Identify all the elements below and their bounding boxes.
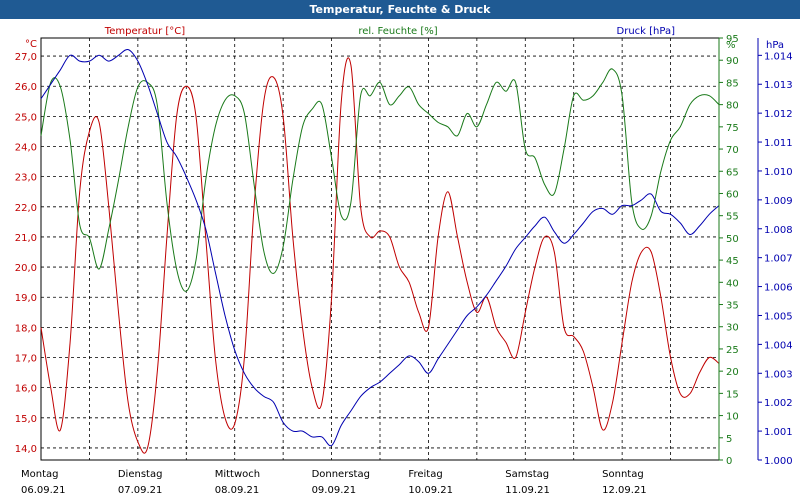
hum-tick-label: 0 — [726, 456, 732, 467]
x-tick-date: 12.09.21 — [602, 485, 647, 496]
press-tick-label: 1.010 — [764, 167, 793, 178]
hum-tick-label: 40 — [726, 278, 739, 289]
hum-tick-label: 75 — [726, 123, 739, 134]
press-tick-label: 1.001 — [764, 427, 793, 438]
press-tick-label: 1.012 — [764, 109, 793, 120]
hum-tick-label: 90 — [726, 56, 739, 67]
press-tick-label: 1.002 — [764, 398, 793, 409]
press-tick-label: 1.004 — [764, 340, 793, 351]
temp-tick-label: 19,0 — [15, 293, 37, 304]
temp-tick-label: 21,0 — [15, 233, 37, 244]
temp-tick-label: 23,0 — [15, 173, 37, 184]
temp-tick-label: 26,0 — [15, 82, 37, 93]
series-line-humidity — [40, 68, 720, 292]
hum-tick-label: 85 — [726, 78, 739, 89]
press-tick-label: 1.003 — [764, 369, 793, 380]
series-line-temperature — [40, 57, 720, 454]
x-tick-date: 11.09.21 — [505, 485, 550, 496]
x-tick-weekday: Mittwoch — [215, 469, 260, 480]
hum-tick-label: 65 — [726, 167, 739, 178]
press-tick-label: 1.008 — [764, 225, 793, 236]
x-tick-weekday: Donnerstag — [312, 469, 370, 480]
chart-labels: 27,0 26,0 25,0 24,0 23,0 22,0 21,0 20,0 19,0 18,0… — [15, 26, 793, 496]
hum-tick-label: 55 — [726, 212, 739, 223]
press-tick-label: 1.005 — [764, 311, 793, 322]
temp-axis-unit: °C — [25, 39, 37, 50]
x-tick-date: 09.09.21 — [312, 485, 357, 496]
temp-tick-label: 24,0 — [15, 143, 37, 154]
hum-axis-unit: % — [726, 40, 736, 51]
temp-tick-label: 15,0 — [15, 414, 37, 425]
hum-tick-label: 60 — [726, 189, 739, 200]
legend-entry: Temperatur [°C] — [104, 26, 185, 37]
legend-entry: rel. Feuchte [%] — [358, 26, 437, 37]
press-tick-label: 1.000 — [764, 456, 793, 467]
temp-tick-label: 16,0 — [15, 384, 37, 395]
temp-tick-label: 14,0 — [15, 444, 37, 455]
temp-tick-label: 25,0 — [15, 112, 37, 123]
hum-tick-label: 50 — [726, 234, 739, 245]
temp-tick-label: 22,0 — [15, 203, 37, 214]
hum-tick-label: 30 — [726, 323, 739, 334]
x-tick-weekday: Montag — [21, 469, 58, 480]
hum-tick-label: 95 — [726, 34, 739, 45]
press-tick-label: 1.011 — [764, 138, 793, 149]
hum-tick-label: 35 — [726, 301, 739, 312]
press-axis-unit: hPa — [766, 40, 784, 51]
x-tick-date: 06.09.21 — [21, 485, 66, 496]
x-tick-weekday: Freitag — [408, 469, 442, 480]
press-tick-label: 1.006 — [764, 283, 793, 294]
hum-tick-label: 15 — [726, 389, 739, 400]
temp-tick-label: 27,0 — [15, 52, 37, 63]
x-tick-date: 08.09.21 — [215, 485, 260, 496]
hum-tick-label: 25 — [726, 345, 739, 356]
x-tick-date: 10.09.21 — [408, 485, 453, 496]
temp-tick-label: 18,0 — [15, 323, 37, 334]
x-tick-weekday: Dienstag — [118, 469, 163, 480]
temp-tick-label: 17,0 — [15, 354, 37, 365]
x-tick-weekday: Sonntag — [602, 469, 644, 480]
press-tick-label: 1.007 — [764, 254, 793, 265]
x-tick-date: 07.09.21 — [118, 485, 163, 496]
temp-tick-label: 20,0 — [15, 263, 37, 274]
hum-tick-label: 5 — [726, 434, 732, 445]
legend-entry: Druck [hPa] — [617, 26, 676, 37]
press-tick-label: 1.014 — [764, 51, 793, 62]
window-title: Temperatur, Feuchte & Druck — [0, 0, 800, 19]
press-tick-label: 1.009 — [764, 196, 793, 207]
press-tick-label: 1.013 — [764, 80, 793, 91]
x-tick-weekday: Samstag — [505, 469, 549, 480]
chart-series — [40, 48, 720, 454]
hum-tick-label: 45 — [726, 256, 739, 267]
hum-tick-label: 70 — [726, 145, 739, 156]
chart-grid — [40, 37, 720, 461]
hum-tick-label: 10 — [726, 412, 739, 423]
hum-tick-label: 80 — [726, 101, 739, 112]
hum-tick-label: 20 — [726, 367, 739, 378]
series-line-pressure — [40, 48, 720, 447]
